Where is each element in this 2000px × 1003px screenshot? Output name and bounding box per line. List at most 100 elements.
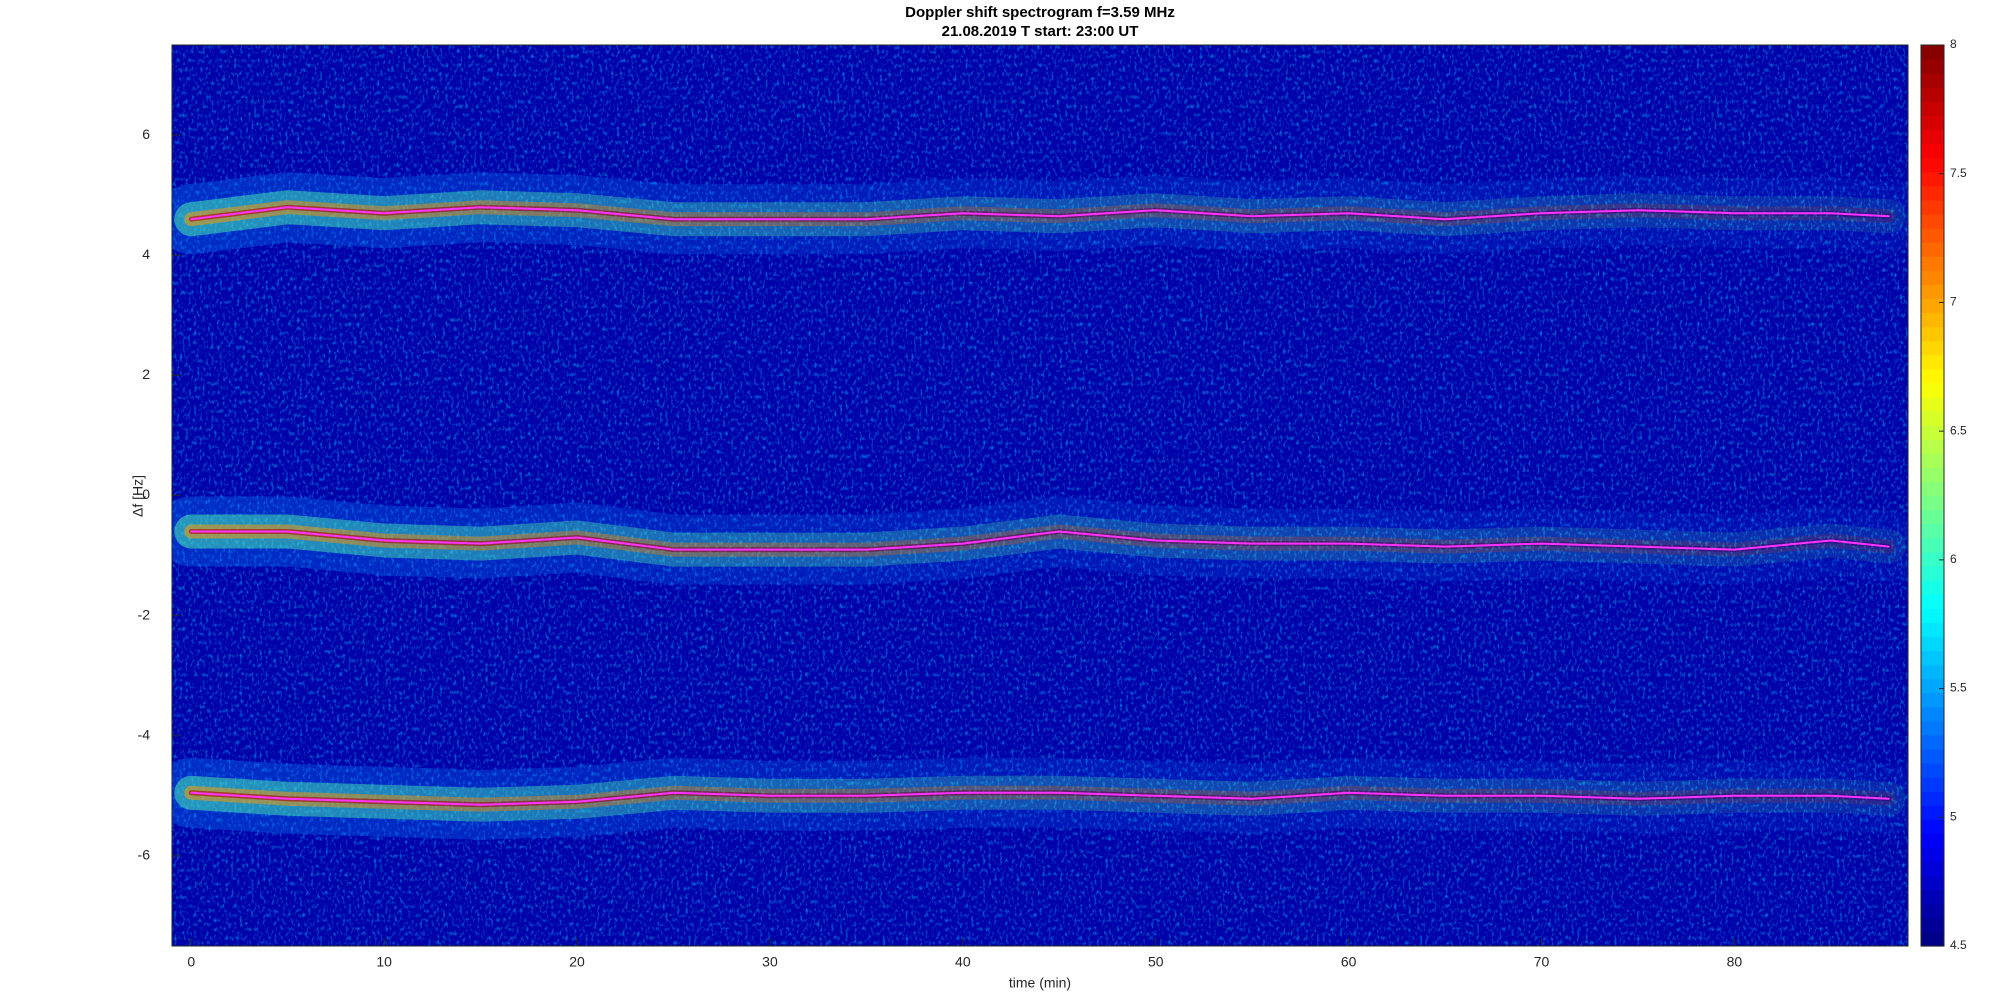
trace-line (190, 791, 1890, 806)
colorbar-cell (1921, 115, 1944, 131)
colorbar-cell (1921, 453, 1944, 468)
colorbar-cell (1921, 143, 1944, 159)
colorbar-cell (1921, 664, 1944, 680)
colorbar: 4.5 5 5.5 6 6.5 7 7.5 8 (1920, 37, 1967, 952)
colorbar-cell (1921, 692, 1944, 708)
colorbar-cell (1921, 706, 1944, 722)
colorbar-cell (1921, 537, 1944, 553)
colorbar-cell (1921, 523, 1944, 539)
colorbar-cell (1921, 101, 1944, 116)
y-axis-label: Δf [Hz] (130, 475, 146, 517)
colorbar-cell (1921, 833, 1944, 849)
colorbar-cell (1921, 791, 1944, 806)
trace-line (190, 206, 1890, 221)
colorbar-cell (1921, 889, 1944, 905)
colorbar-cell (1921, 270, 1944, 285)
x-tick-label: 50 (1148, 954, 1164, 970)
colorbar-cell (1921, 425, 1944, 440)
colorbar-cell (1921, 87, 1944, 102)
traces (190, 206, 1890, 806)
colorbar-cell (1921, 298, 1944, 314)
colorbar-frame (1920, 44, 1945, 947)
colorbar-cell (1921, 819, 1944, 834)
colorbar-cell (1921, 509, 1944, 525)
colorbar-cell (1921, 354, 1944, 370)
colorbar-cell (1921, 622, 1944, 637)
colorbar-cell (1921, 256, 1944, 271)
colorbar-tick-label: 7.5 (1950, 166, 1967, 180)
colorbar-cell (1921, 495, 1944, 511)
colorbar-cell (1921, 73, 1944, 88)
colorbar-cell (1921, 551, 1944, 567)
x-tick-label: 80 (1727, 954, 1743, 970)
y-tick-label: 0 (142, 486, 150, 502)
colorbar-cell (1921, 467, 1944, 483)
colorbar-cell (1921, 185, 1944, 201)
colorbar-cell (1921, 213, 1944, 229)
x-axis-label: time (min) (1009, 975, 1071, 991)
trace-line (190, 530, 1890, 551)
x-tick-label: 40 (955, 954, 971, 970)
colorbar-cell (1921, 340, 1944, 356)
x-tick-label: 0 (187, 954, 195, 970)
colorbar-cell (1921, 396, 1944, 412)
colorbar-cell (1921, 650, 1944, 666)
y-tick-label: 2 (142, 366, 150, 382)
colorbar-cell (1921, 847, 1944, 863)
colorbar-cell (1921, 312, 1944, 328)
colorbar-cell (1921, 368, 1944, 384)
colorbar-cell (1921, 411, 1944, 426)
colorbar-cell (1921, 861, 1944, 877)
colorbar-cell (1921, 875, 1944, 891)
y-tick-label: 4 (142, 246, 150, 262)
colorbar-cell (1921, 171, 1944, 187)
colorbar-cell (1921, 284, 1944, 300)
y-tick-label: -6 (138, 847, 151, 863)
colorbar-tick-label: 5.5 (1950, 681, 1967, 695)
x-tick-label: 70 (1534, 954, 1550, 970)
x-tick-label: 10 (376, 954, 392, 970)
colorbar-cell (1921, 157, 1944, 173)
colorbar-cell (1921, 326, 1944, 342)
chart-title: Doppler shift spectrogram f=3.59 MHz (905, 4, 1175, 21)
plot-area (172, 45, 1908, 946)
colorbar-cell (1921, 228, 1944, 243)
colorbar-cell (1921, 481, 1944, 497)
colorbar-cell (1921, 678, 1944, 694)
colorbar-cell (1921, 199, 1944, 215)
colorbar-cell (1921, 565, 1944, 581)
colorbar-tick-label: 7 (1950, 295, 1957, 309)
y-tick-label: -4 (138, 726, 151, 742)
colorbar-tick-label: 8 (1950, 37, 1957, 51)
colorbar-cell (1921, 734, 1944, 750)
colorbar-cell (1921, 917, 1944, 933)
colorbar-cell (1921, 748, 1944, 764)
colorbar-cell (1921, 608, 1944, 623)
colorbar-cell (1921, 382, 1944, 398)
colorbar-cell (1921, 439, 1944, 454)
y-tick-label: 6 (142, 126, 150, 142)
colorbar-cell (1921, 903, 1944, 919)
colorbar-cell (1921, 762, 1944, 778)
x-tick-label: 60 (1341, 954, 1357, 970)
colorbar-tick-label: 4.5 (1950, 938, 1967, 952)
chart-subtitle: 21.08.2019 T start: 23:00 UT (942, 23, 1139, 40)
colorbar-tick-label: 6.5 (1950, 423, 1967, 437)
colorbar-cell (1921, 59, 1944, 74)
colorbar-cell (1921, 720, 1944, 736)
x-tick-label: 30 (762, 954, 778, 970)
colorbar-cell (1921, 777, 1944, 792)
x-tick-label: 20 (569, 954, 585, 970)
colorbar-cell (1921, 805, 1944, 820)
y-tick-label: -2 (138, 606, 151, 622)
colorbar-cell (1921, 242, 1944, 257)
colorbar-cell (1921, 594, 1944, 609)
colorbar-cell (1921, 931, 1944, 947)
colorbar-cell (1921, 636, 1944, 651)
colorbar-tick-label: 6 (1950, 552, 1957, 566)
colorbar-cell (1921, 45, 1944, 60)
colorbar-cell (1921, 129, 1944, 145)
colorbar-cell (1921, 579, 1944, 595)
